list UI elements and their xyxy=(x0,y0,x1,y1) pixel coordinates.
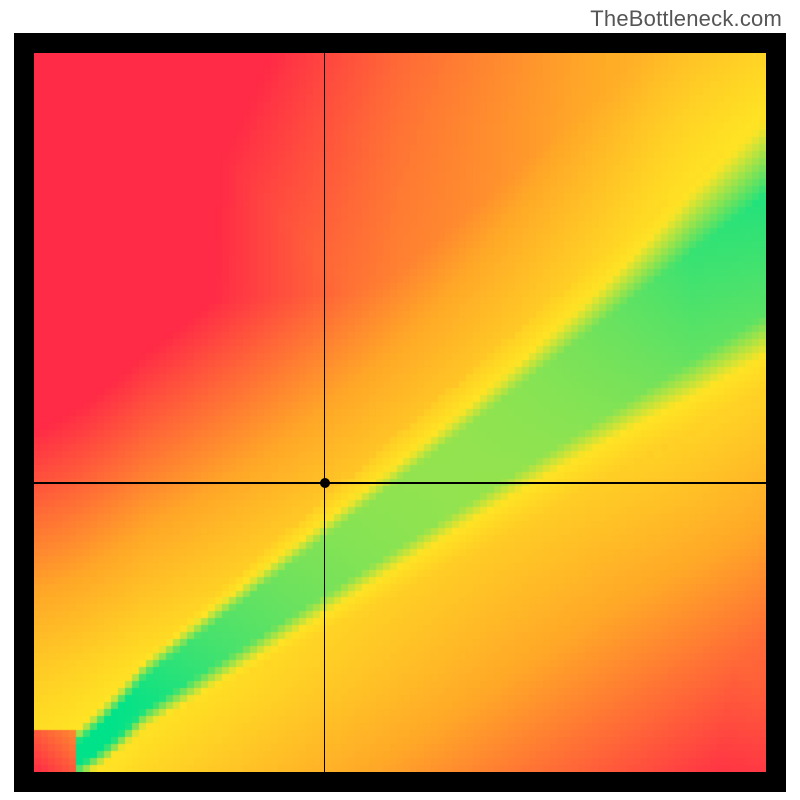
selected-point-marker xyxy=(320,478,330,488)
bottleneck-heatmap xyxy=(34,53,766,772)
crosshair-vertical xyxy=(324,53,326,772)
crosshair-horizontal xyxy=(34,482,766,484)
watermark-text: TheBottleneck.com xyxy=(590,6,782,32)
